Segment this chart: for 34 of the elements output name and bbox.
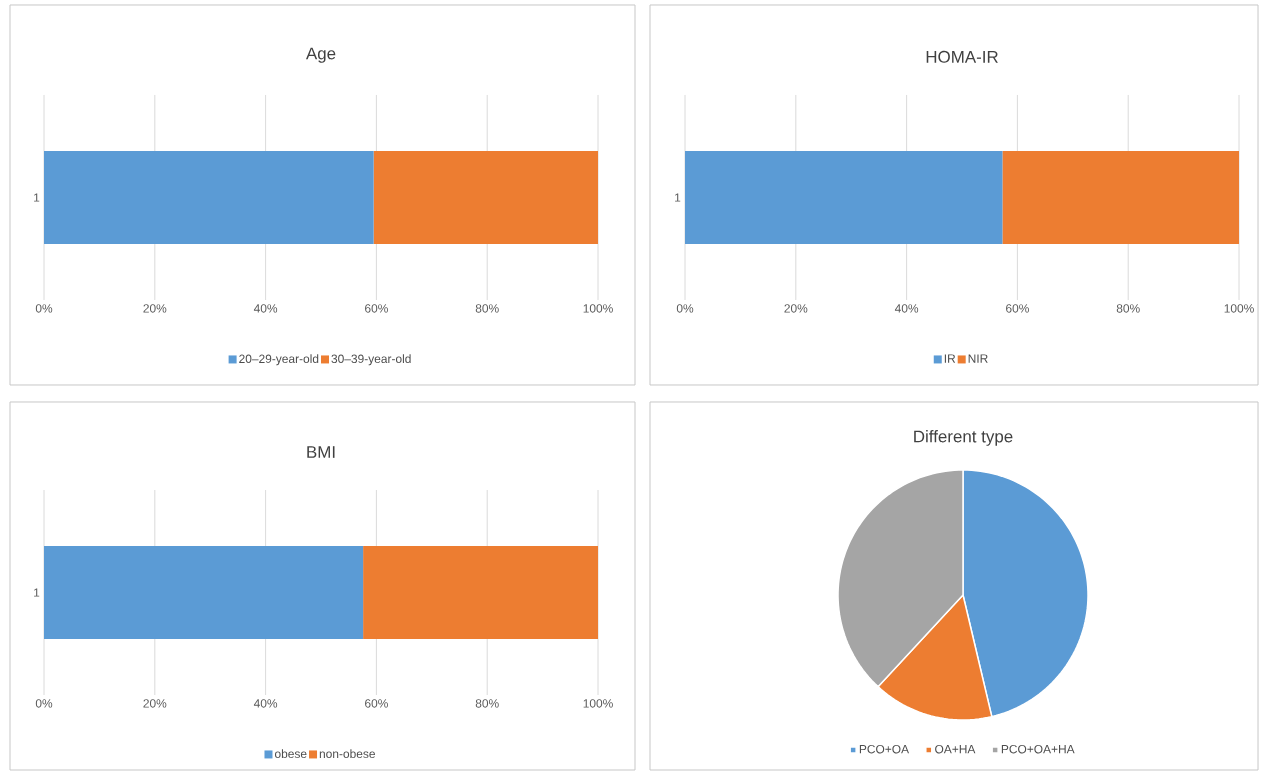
x-tick-label: 100%	[583, 699, 613, 708]
y-tick-label: 1	[34, 193, 40, 202]
x-tick-label: 80%	[475, 304, 499, 313]
legend-label: OA+HA	[935, 744, 976, 754]
x-tick-label: 0%	[35, 699, 53, 708]
x-tick-label: 0%	[676, 304, 694, 313]
legend-label: IR	[944, 354, 956, 363]
x-tick-label: 80%	[475, 699, 499, 708]
y-tick-label: 1	[34, 588, 40, 597]
x-tick-label: 60%	[365, 304, 388, 313]
x-tick-label: 20%	[784, 304, 808, 313]
x-tick-label: 20%	[143, 304, 167, 313]
legend-label: PCO+OA	[859, 744, 910, 754]
x-tick-label: 40%	[894, 304, 919, 313]
chart-title: BMI	[307, 446, 335, 458]
x-tick-label: 80%	[1116, 304, 1140, 313]
x-tick-label: 40%	[253, 699, 278, 708]
x-tick-label: 40%	[253, 304, 278, 313]
x-tick-label: 100%	[583, 304, 613, 313]
chart-title: Different type	[914, 430, 1013, 446]
legend-label: obese	[274, 749, 307, 758]
legend-label: 30–39-year-old	[331, 354, 411, 366]
legend-label: NIR	[968, 354, 988, 363]
chart-title: HOMA-IR	[926, 50, 998, 63]
legend-label: PCO+OA+HA	[1001, 744, 1075, 754]
y-tick-label: 1	[675, 193, 681, 202]
x-tick-label: 60%	[365, 699, 388, 708]
x-tick-label: 100%	[1224, 304, 1254, 313]
chart-title: Age	[305, 47, 336, 63]
x-tick-label: 60%	[1006, 304, 1029, 313]
legend-label: non-obese	[319, 749, 375, 758]
x-tick-label: 20%	[143, 699, 167, 708]
legend-label: 20–29-year-old	[239, 354, 319, 366]
x-tick-label: 0%	[35, 304, 53, 313]
